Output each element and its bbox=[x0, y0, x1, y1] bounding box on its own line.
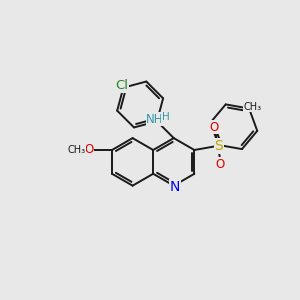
Text: O: O bbox=[209, 121, 218, 134]
Text: N: N bbox=[169, 180, 180, 194]
Text: S: S bbox=[214, 139, 223, 153]
Text: H: H bbox=[162, 112, 170, 122]
Text: O: O bbox=[85, 142, 94, 155]
Text: CH₃: CH₃ bbox=[68, 145, 86, 155]
Text: O: O bbox=[215, 158, 224, 171]
Text: NH: NH bbox=[146, 113, 164, 126]
Text: Cl: Cl bbox=[115, 79, 128, 92]
Text: CH₃: CH₃ bbox=[243, 101, 261, 112]
